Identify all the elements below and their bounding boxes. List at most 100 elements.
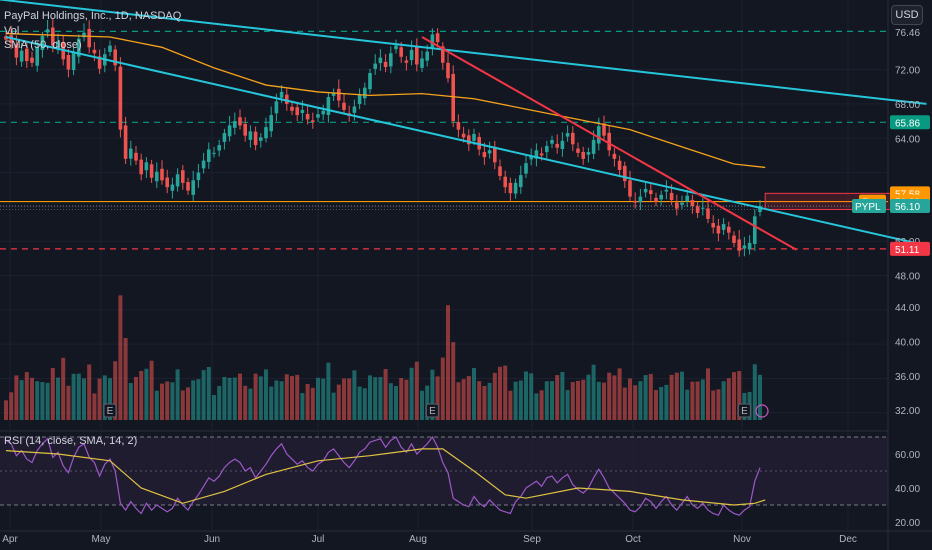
- volume-bar: [357, 386, 362, 420]
- volume-bar: [383, 368, 388, 420]
- candle-body: [45, 29, 50, 33]
- candle-body: [378, 57, 383, 64]
- volume-bar: [290, 376, 294, 420]
- candle-body: [415, 46, 419, 65]
- candle: [446, 53, 450, 83]
- volume-bar: [295, 374, 300, 420]
- volume-bar: [659, 386, 664, 420]
- candle: [513, 178, 518, 199]
- price-tick-label: 68.00: [895, 100, 920, 111]
- candle: [560, 132, 565, 157]
- price-label-51.11: 51.11: [890, 241, 930, 256]
- candle: [737, 230, 741, 257]
- candle: [721, 218, 726, 235]
- candle: [238, 109, 242, 130]
- currency-button[interactable]: USD: [891, 5, 923, 25]
- candle-body: [571, 132, 575, 145]
- time-axis-label: Nov: [733, 534, 751, 545]
- candle: [181, 165, 185, 190]
- volume-bar: [518, 380, 523, 420]
- candle-body: [259, 137, 263, 141]
- volume-bar: [466, 376, 471, 420]
- candle-body: [591, 139, 596, 154]
- volume-bar: [274, 380, 279, 420]
- volume-bar: [633, 385, 638, 420]
- candle: [675, 194, 679, 216]
- candle: [207, 142, 211, 169]
- candle-body: [217, 145, 221, 151]
- candle: [326, 91, 331, 123]
- candle: [155, 162, 159, 189]
- earnings-marker: E: [425, 403, 439, 418]
- candle-body: [513, 182, 518, 194]
- candle-body: [435, 33, 440, 43]
- volume-bar: [196, 379, 201, 420]
- candle: [571, 126, 575, 152]
- candle-body: [285, 94, 289, 104]
- candle: [212, 146, 216, 158]
- volume-bar: [217, 385, 222, 420]
- volume-bar: [24, 372, 29, 420]
- candle-body: [534, 150, 539, 159]
- candle: [565, 125, 570, 142]
- candle-body: [14, 44, 19, 58]
- volume-bar: [50, 367, 55, 420]
- volume-bar: [154, 390, 159, 420]
- volume-bar: [222, 376, 227, 420]
- candle-body: [451, 73, 455, 122]
- candle: [259, 133, 263, 148]
- vol-legend: Vol: [4, 25, 20, 37]
- candle: [222, 128, 227, 150]
- candle-body: [456, 122, 461, 130]
- rsi-line: [5, 435, 761, 516]
- candle-body: [695, 206, 700, 213]
- volume-bar: [716, 389, 721, 420]
- sma-legend: SMA (50, close): [4, 39, 82, 51]
- candle: [534, 143, 539, 167]
- candle-body: [30, 57, 34, 63]
- volume-bar: [648, 373, 653, 420]
- price-label-text: 56.10: [895, 202, 920, 213]
- candle-body: [191, 180, 195, 195]
- volume-bar: [492, 372, 497, 420]
- candle-body: [706, 208, 710, 219]
- candle-body: [508, 182, 513, 194]
- volume-bar: [690, 381, 695, 420]
- candle-body: [155, 171, 159, 182]
- candle: [493, 140, 497, 170]
- candle: [316, 107, 320, 122]
- candle-body: [555, 143, 559, 148]
- volume-bar: [352, 370, 357, 420]
- candle-body: [274, 101, 279, 114]
- candle-body: [25, 48, 29, 62]
- candle-body: [519, 175, 523, 188]
- sma-line: [5, 32, 766, 169]
- candle-body: [373, 63, 377, 69]
- earnings-marker-glyph: E: [741, 406, 748, 417]
- candle: [253, 126, 258, 151]
- volume-bar: [425, 385, 430, 420]
- volume-bar: [102, 375, 107, 420]
- candle-body: [675, 202, 679, 209]
- volume-bar: [404, 379, 409, 420]
- price-tick-label: 48.00: [895, 272, 920, 283]
- volume-bar: [279, 381, 284, 420]
- candle-body: [503, 176, 507, 188]
- candle-body: [550, 139, 554, 144]
- candle-body: [409, 49, 414, 61]
- volume-bar: [248, 388, 253, 420]
- volume-bar: [264, 369, 268, 420]
- candle: [19, 43, 24, 67]
- candle-body: [149, 164, 154, 178]
- candle: [186, 177, 190, 195]
- candle: [435, 28, 440, 48]
- price-label-65.86: 65.86: [890, 115, 930, 130]
- candle-body: [238, 117, 242, 126]
- trendline: [0, 0, 927, 105]
- candle-body: [493, 148, 497, 163]
- candle: [373, 54, 377, 75]
- candle-body: [711, 223, 715, 228]
- price-tick-label: 36.00: [895, 372, 920, 383]
- candle-body: [19, 50, 24, 62]
